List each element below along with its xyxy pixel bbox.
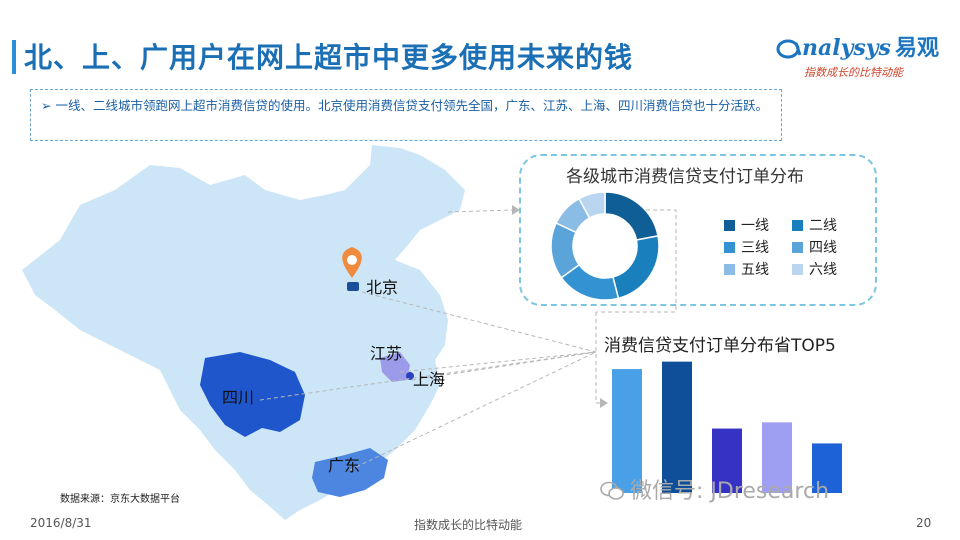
donut-chart-panel [519, 154, 877, 306]
legend-label: 二线 [809, 218, 837, 234]
wechat-icon [600, 481, 624, 500]
legend-swatch [724, 264, 735, 275]
beijing-region [347, 282, 359, 291]
location-pin-icon [342, 247, 362, 278]
analysys-logo: nalysys 易观 指数成长的比特动能 [776, 30, 946, 86]
legend-label: 一线 [741, 218, 769, 234]
wechat-watermark: 微信号: JDresearch [600, 473, 829, 505]
legend-swatch [724, 220, 735, 231]
legend-item-1: 一线 [724, 215, 769, 235]
legend-swatch [792, 242, 803, 253]
map-label-beijing: 北京 [366, 278, 399, 297]
footer-date: 2016/8/31 [30, 516, 92, 530]
legend-item-2: 二线 [792, 215, 837, 235]
donut-slice-2 [612, 235, 660, 300]
map-label-sichuan: 四川 [222, 388, 255, 407]
bar-chart-title: 消费信贷支付订单分布省TOP5 [604, 336, 836, 356]
bar-广东 [662, 361, 692, 493]
donut-chart [550, 191, 660, 301]
donut-slice-1 [604, 191, 659, 241]
legend-label: 六线 [809, 262, 837, 278]
logo-brand: nalysys [802, 35, 891, 61]
map-label-jiangsu: 江苏 [370, 344, 403, 363]
bar-connector-arrow-icon [600, 398, 608, 408]
data-source-note: 数据来源：京东大数据平台 [60, 494, 180, 505]
page-title: 北、上、广用户在网上超市中更多使用未来的钱 [24, 41, 634, 74]
legend-item-4: 四线 [792, 237, 837, 257]
legend-swatch [792, 220, 803, 231]
legend-item-3: 三线 [724, 237, 769, 257]
legend-swatch [792, 264, 803, 275]
legend-label: 四线 [809, 240, 837, 256]
connector-lines [259, 209, 677, 471]
jiangsu-region [380, 352, 410, 382]
page-number: 20 [916, 516, 932, 530]
legend-swatch [724, 242, 735, 253]
summary-callout: ➢ 一线、二线城市领跑网上超市消费信贷的使用。北京使用消费信贷支付领先全国，广东、… [30, 89, 782, 141]
donut-chart-title: 各级城市消费信贷支付订单分布 [566, 167, 804, 187]
map-label-guangdong: 广东 [328, 456, 361, 475]
legend-label: 五线 [741, 262, 769, 278]
footer-slogan: 指数成长的比特动能 [414, 518, 523, 532]
bar-chart [612, 361, 842, 493]
logo-brand-cn: 易观 [894, 35, 939, 61]
watermark-text: 微信号: JDresearch [630, 479, 830, 504]
legend-item-5: 五线 [724, 259, 769, 279]
callout-text: 一线、二线城市领跑网上超市消费信贷的使用。北京使用消费信贷支付领先全国，广东、江… [55, 98, 768, 113]
donut-slice-6 [577, 191, 606, 219]
legend-item-6: 六线 [792, 259, 837, 279]
sichuan-region [200, 352, 305, 437]
analysys-a-icon [776, 39, 802, 59]
title-accent-bar [12, 40, 16, 74]
bar-四川 [812, 443, 842, 493]
shanghai-region [406, 372, 414, 380]
china-base-shape [22, 145, 465, 520]
logo-slogan: 指数成长的比特动能 [804, 66, 903, 79]
map-label-shanghai: 上海 [413, 370, 446, 389]
bar-上海 [762, 422, 792, 493]
callout-arrow-icon: ➢ [41, 98, 52, 113]
bar-江苏 [712, 428, 742, 493]
legend-label: 三线 [741, 240, 769, 256]
connector-arrow-icon [512, 205, 520, 215]
guangdong-region [312, 448, 388, 497]
bar-北京 [612, 369, 642, 493]
